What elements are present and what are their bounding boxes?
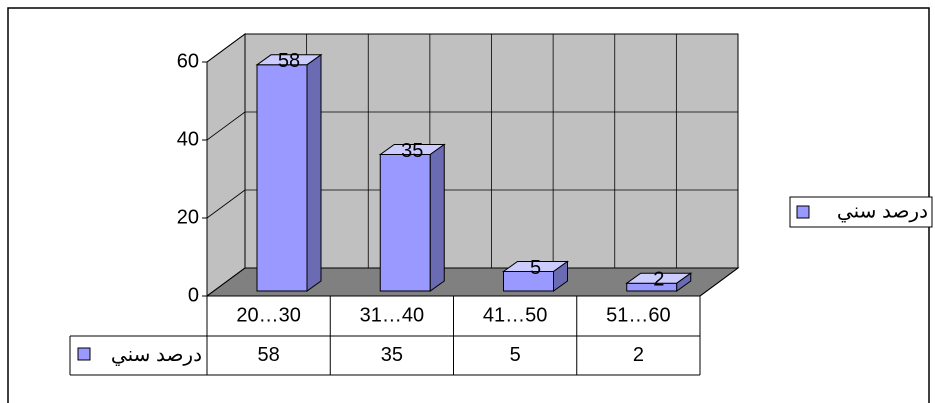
legend-label: درصد سني bbox=[837, 200, 928, 222]
grid-line bbox=[206, 267, 246, 297]
y-tick-label: 0 bbox=[188, 284, 199, 306]
x-tick-label: 41…50 bbox=[483, 304, 548, 326]
table-series-name: درصد سني bbox=[111, 344, 202, 366]
x-tick-label: 31…40 bbox=[360, 304, 425, 326]
bar bbox=[256, 64, 308, 292]
table-value: 35 bbox=[381, 344, 403, 366]
bar bbox=[379, 154, 431, 292]
table-value: 5 bbox=[510, 344, 521, 366]
grid-line bbox=[206, 33, 246, 63]
y-tick-label: 40 bbox=[177, 128, 199, 150]
bar bbox=[503, 271, 554, 292]
side-wall bbox=[206, 33, 246, 297]
legend bbox=[789, 196, 933, 228]
y-tick-label: 60 bbox=[177, 50, 199, 72]
grid-line bbox=[206, 111, 246, 141]
bar bbox=[626, 282, 678, 292]
data-label: 2 bbox=[653, 268, 664, 290]
data-label: 5 bbox=[530, 257, 541, 279]
bar-side bbox=[676, 272, 692, 292]
data-label: 35 bbox=[401, 140, 423, 162]
data-label: 58 bbox=[278, 50, 300, 72]
grid-line bbox=[206, 189, 246, 219]
legend-key bbox=[77, 347, 91, 361]
floor-edge bbox=[699, 267, 739, 297]
table-value: 2 bbox=[633, 344, 644, 366]
bar-side bbox=[306, 53, 322, 292]
legend-key bbox=[796, 205, 810, 219]
x-tick-label: 20…30 bbox=[236, 304, 301, 326]
y-tick-label: 20 bbox=[177, 206, 199, 228]
bar-side bbox=[553, 260, 568, 292]
table-value: 58 bbox=[258, 344, 280, 366]
bar-side bbox=[429, 143, 445, 292]
x-tick-label: 51…60 bbox=[606, 304, 671, 326]
